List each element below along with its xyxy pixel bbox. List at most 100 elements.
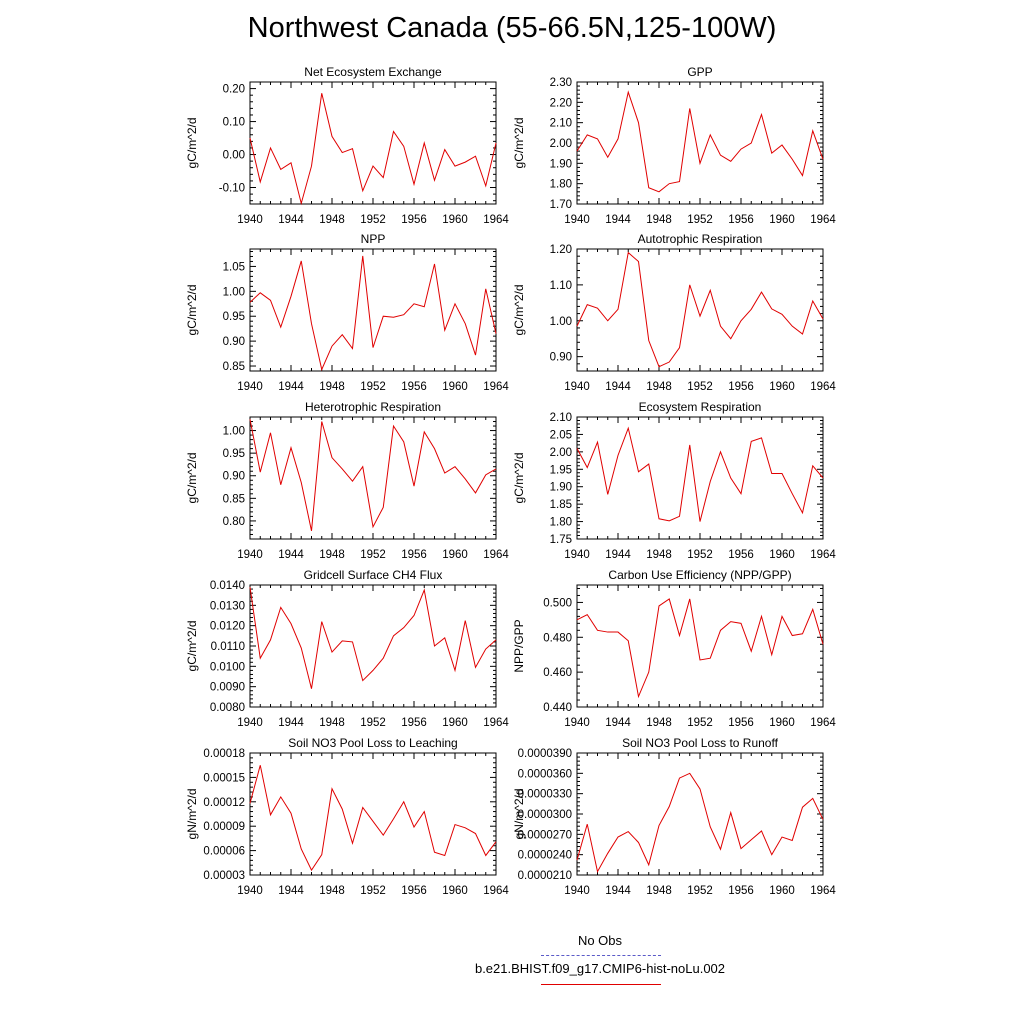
chart-panel-9: Soil NO3 Pool Loss to Leaching gN/m^2/d 19… (185, 736, 509, 897)
y-axis-label: gC/m^2/d (512, 453, 526, 504)
x-tick-label: 1956 (401, 717, 427, 729)
x-tick-label: 1940 (237, 885, 263, 897)
y-tick-label: 0.480 (543, 632, 572, 644)
x-tick-label: 1940 (564, 717, 590, 729)
y-tick-label: 0.00015 (203, 772, 245, 784)
x-tick-label: 1944 (605, 549, 631, 561)
x-tick-label: 1964 (810, 717, 836, 729)
x-tick-label: 1956 (728, 381, 754, 393)
y-tick-label: 0.80 (223, 516, 245, 528)
x-tick-label: 1956 (401, 885, 427, 897)
y-tick-label: 0.0000300 (518, 809, 572, 821)
y-tick-label: 1.10 (550, 280, 572, 292)
x-tick-label: 1960 (442, 885, 468, 897)
y-tick-label: 2.05 (550, 429, 572, 441)
y-tick-label: 0.20 (223, 84, 245, 96)
y-tick-label: 0.0000330 (518, 789, 572, 801)
y-tick-label: 1.80 (550, 179, 572, 191)
y-axis-label: gC/m^2/d (512, 285, 526, 336)
x-tick-label: 1960 (442, 214, 468, 226)
legend-model-line (541, 984, 661, 985)
y-tick-label: 0.0000360 (518, 768, 572, 780)
y-tick-label: 0.00012 (203, 797, 245, 809)
y-tick-label: 0.0130 (210, 600, 245, 612)
x-tick-label: 1952 (687, 885, 713, 897)
y-tick-label: 0.90 (550, 352, 572, 364)
x-tick-label: 1944 (605, 717, 631, 729)
x-tick-label: 1956 (401, 381, 427, 393)
plot-frame (576, 81, 824, 205)
y-axis-label: gC/m^2/d (185, 285, 199, 336)
series-line (576, 772, 824, 874)
y-tick-label: 2.10 (550, 412, 572, 424)
y-tick-label: 0.0000270 (518, 829, 572, 841)
y-tick-label: 1.00 (223, 426, 245, 438)
x-tick-label: 1960 (769, 885, 795, 897)
y-tick-label: 0.00003 (203, 870, 245, 882)
y-tick-label: 1.85 (550, 499, 572, 511)
plot-frame (576, 584, 824, 708)
plot-frame (576, 752, 824, 876)
x-tick-label: 1944 (278, 381, 304, 393)
y-tick-label: 1.95 (550, 464, 572, 476)
figure-title: Northwest Canada (55-66.5N,125-100W) (247, 12, 777, 44)
x-tick-label: 1956 (728, 549, 754, 561)
y-tick-label: 0.0100 (210, 661, 245, 673)
y-axis-label: gC/m^2/d (185, 118, 199, 169)
x-tick-label: 1948 (646, 381, 672, 393)
y-tick-label: 0.90 (223, 336, 245, 348)
panel-title: Autotrophic Respiration (638, 232, 763, 246)
y-tick-label: -0.10 (219, 183, 245, 195)
x-tick-label: 1964 (483, 549, 509, 561)
series-line (576, 251, 824, 368)
x-tick-label: 1944 (605, 885, 631, 897)
y-tick-label: 0.0140 (210, 580, 245, 592)
panel-title: Net Ecosystem Exchange (304, 65, 442, 79)
x-tick-label: 1964 (483, 381, 509, 393)
y-axis-label: gN/m^2/d (185, 789, 199, 840)
series-line (249, 586, 497, 689)
panel-title: Carbon Use Efficiency (NPP/GPP) (608, 568, 791, 582)
x-tick-label: 1952 (360, 717, 386, 729)
x-tick-label: 1948 (646, 717, 672, 729)
plot-frame (249, 584, 497, 708)
panel-title: Soil NO3 Pool Loss to Leaching (288, 736, 457, 750)
x-tick-label: 1964 (810, 549, 836, 561)
y-tick-label: 1.05 (223, 261, 245, 273)
chart-panel-3: NPP gC/m^2/d 1940 1944 1948 1952 1956 1960 1964 1… (185, 232, 509, 393)
x-tick-label: 1960 (769, 381, 795, 393)
y-tick-label: 2.20 (550, 97, 572, 109)
y-tick-label: 1.75 (550, 534, 572, 546)
y-axis-label: gC/m^2/d (512, 118, 526, 169)
x-tick-label: 1940 (237, 717, 263, 729)
y-tick-label: 0.0120 (210, 621, 245, 633)
x-tick-label: 1944 (278, 549, 304, 561)
y-tick-label: 0.10 (223, 117, 245, 129)
y-tick-label: 1.20 (550, 244, 572, 256)
chart-panel-7: Gridcell Surface CH4 Flux gC/m^2/d 1940 194… (185, 568, 509, 729)
series-line (576, 90, 824, 193)
y-tick-label: 0.460 (543, 667, 572, 679)
y-tick-label: 2.10 (550, 118, 572, 130)
series-line (249, 93, 497, 206)
chart-panel-2: GPP gC/m^2/d 1940 1944 1948 1952 1956 1960 1964 2… (512, 65, 836, 226)
legend-obs-line (541, 955, 661, 956)
panel-title: GPP (687, 65, 712, 79)
x-tick-label: 1952 (687, 549, 713, 561)
y-tick-label: 2.00 (550, 447, 572, 459)
y-tick-label: 0.0080 (210, 702, 245, 714)
plot-frame (249, 81, 497, 205)
y-tick-label: 0.85 (223, 493, 245, 505)
chart-panel-8: Carbon Use Efficiency (NPP/GPP) NPP/GPP 19… (512, 568, 836, 729)
x-tick-label: 1960 (442, 381, 468, 393)
x-tick-label: 1940 (564, 214, 590, 226)
panel-title: NPP (361, 232, 386, 246)
x-tick-label: 1944 (278, 717, 304, 729)
x-tick-label: 1940 (237, 381, 263, 393)
y-tick-label: 0.0000390 (518, 748, 572, 760)
x-tick-label: 1948 (646, 214, 672, 226)
panel-title: Gridcell Surface CH4 Flux (304, 568, 443, 582)
y-axis-label: gC/m^2/d (185, 621, 199, 672)
y-tick-label: 0.85 (223, 361, 245, 373)
y-tick-label: 1.90 (550, 482, 572, 494)
